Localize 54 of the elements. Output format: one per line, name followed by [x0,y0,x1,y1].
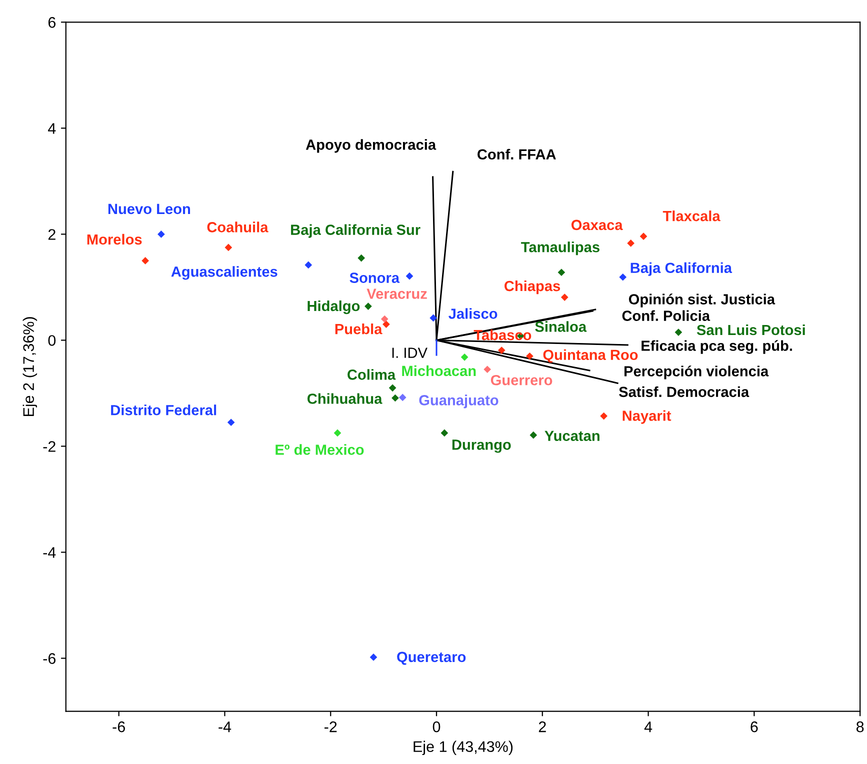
annotation: Nuevo Leon [108,204,190,214]
x-axis-title: Eje 1 (43,43%) [414,740,513,756]
annotation: I. IDV [392,348,428,358]
y-tick-label: -6 [43,653,56,664]
annotation: Guanajuato [419,394,498,408]
y-tick-label: 0 [48,335,56,346]
y-tick-label: 2 [48,229,56,240]
x-tick-label: -6 [112,721,125,732]
annotation: Chiapas [504,280,560,294]
annotation: Satisf. Democracia [618,386,750,398]
annotation: Durango [452,440,511,453]
x-tick-label: 0 [432,721,440,732]
annotation: Distrito Federal [111,404,216,416]
annotation: Yucatan [544,430,600,442]
annotation: Opinión sist. Justicia [628,294,776,308]
annotation: Tlaxcala [662,210,720,222]
annotation: Morelos [87,234,142,245]
x-tick-label: -2 [324,721,337,732]
annotation: Nayarit [622,410,672,424]
annotation: Guerrero [490,374,552,386]
annotation: Oaxaca [571,220,623,230]
annotation: Conf. FFAA [478,148,556,160]
annotation: Baja California Sur [291,224,420,238]
x-tick-label: -4 [218,722,232,732]
y-tick-label: 4 [48,123,56,134]
y-tick-label: -4 [43,547,56,558]
annotation: Apoyo democracia [306,139,436,153]
annotation: Quintana Roo [543,349,638,363]
annotation: Michoacan [402,365,476,376]
annotation: Chihuahua [307,393,382,404]
annotation: Percepción violencia [624,366,769,380]
annotation: Tamaulipas [521,242,600,256]
y-tick-label: -2 [43,441,56,452]
annotation: Jalisco [448,308,498,319]
annotation: Conf. Policia [622,310,710,321]
annotation: Eficacia pca seg. púb. [642,340,792,354]
x-tick-label: 2 [538,721,546,732]
annotation: Coahuila [207,222,268,232]
x-tick-label: 4 [644,722,652,732]
annotation: Hidalgo [308,300,360,314]
annotation: Sinaloa [535,321,587,332]
annotation: Baja California [630,262,732,276]
annotation: Sonora [350,272,400,283]
annotation: Veracruz [366,288,427,299]
annotation: San Luis Potosi [696,324,805,336]
annotation: Aguascalientes [171,266,278,280]
annotation: Puebla [335,324,382,334]
y-tick-label: 6 [48,17,56,28]
annotation: Eº de Mexico [276,444,364,455]
annotation: Queretaro [397,652,466,665]
x-tick-label: 8 [856,721,864,732]
y-axis-title: Eje 2 (17,36%) [22,317,38,416]
annotation: Colima [348,369,396,380]
x-tick-label: 6 [750,721,758,732]
